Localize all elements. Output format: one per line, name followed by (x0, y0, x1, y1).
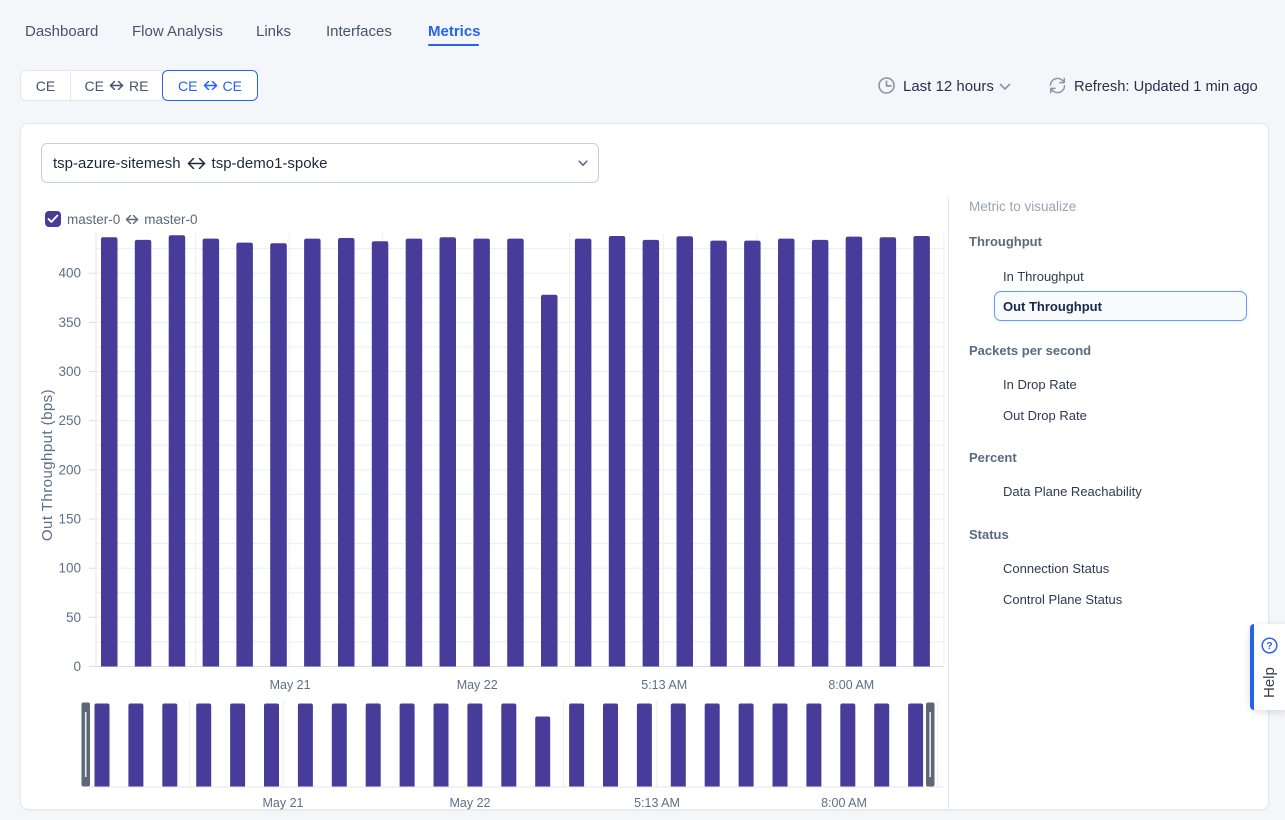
svg-text:May 22: May 22 (450, 796, 491, 810)
svg-text:Out Throughput (bps): Out Throughput (bps) (39, 389, 56, 541)
svg-text:8:00 AM: 8:00 AM (828, 678, 874, 692)
svg-text:150: 150 (58, 512, 81, 527)
svg-text:May 22: May 22 (457, 678, 498, 692)
svg-text:5:13 AM: 5:13 AM (634, 796, 680, 810)
svg-text:May 21: May 21 (263, 796, 304, 810)
svg-text:100: 100 (58, 561, 81, 576)
svg-text:50: 50 (66, 610, 81, 625)
svg-text:5:13 AM: 5:13 AM (641, 678, 687, 692)
svg-text:8:00 AM: 8:00 AM (821, 796, 867, 810)
svg-text:400: 400 (58, 266, 81, 281)
svg-text:?: ? (1266, 640, 1272, 652)
svg-text:200: 200 (58, 462, 81, 477)
svg-text:May 21: May 21 (270, 678, 311, 692)
svg-text:0: 0 (73, 659, 81, 674)
svg-text:250: 250 (58, 413, 81, 428)
svg-text:300: 300 (58, 364, 81, 379)
svg-text:350: 350 (58, 315, 81, 330)
